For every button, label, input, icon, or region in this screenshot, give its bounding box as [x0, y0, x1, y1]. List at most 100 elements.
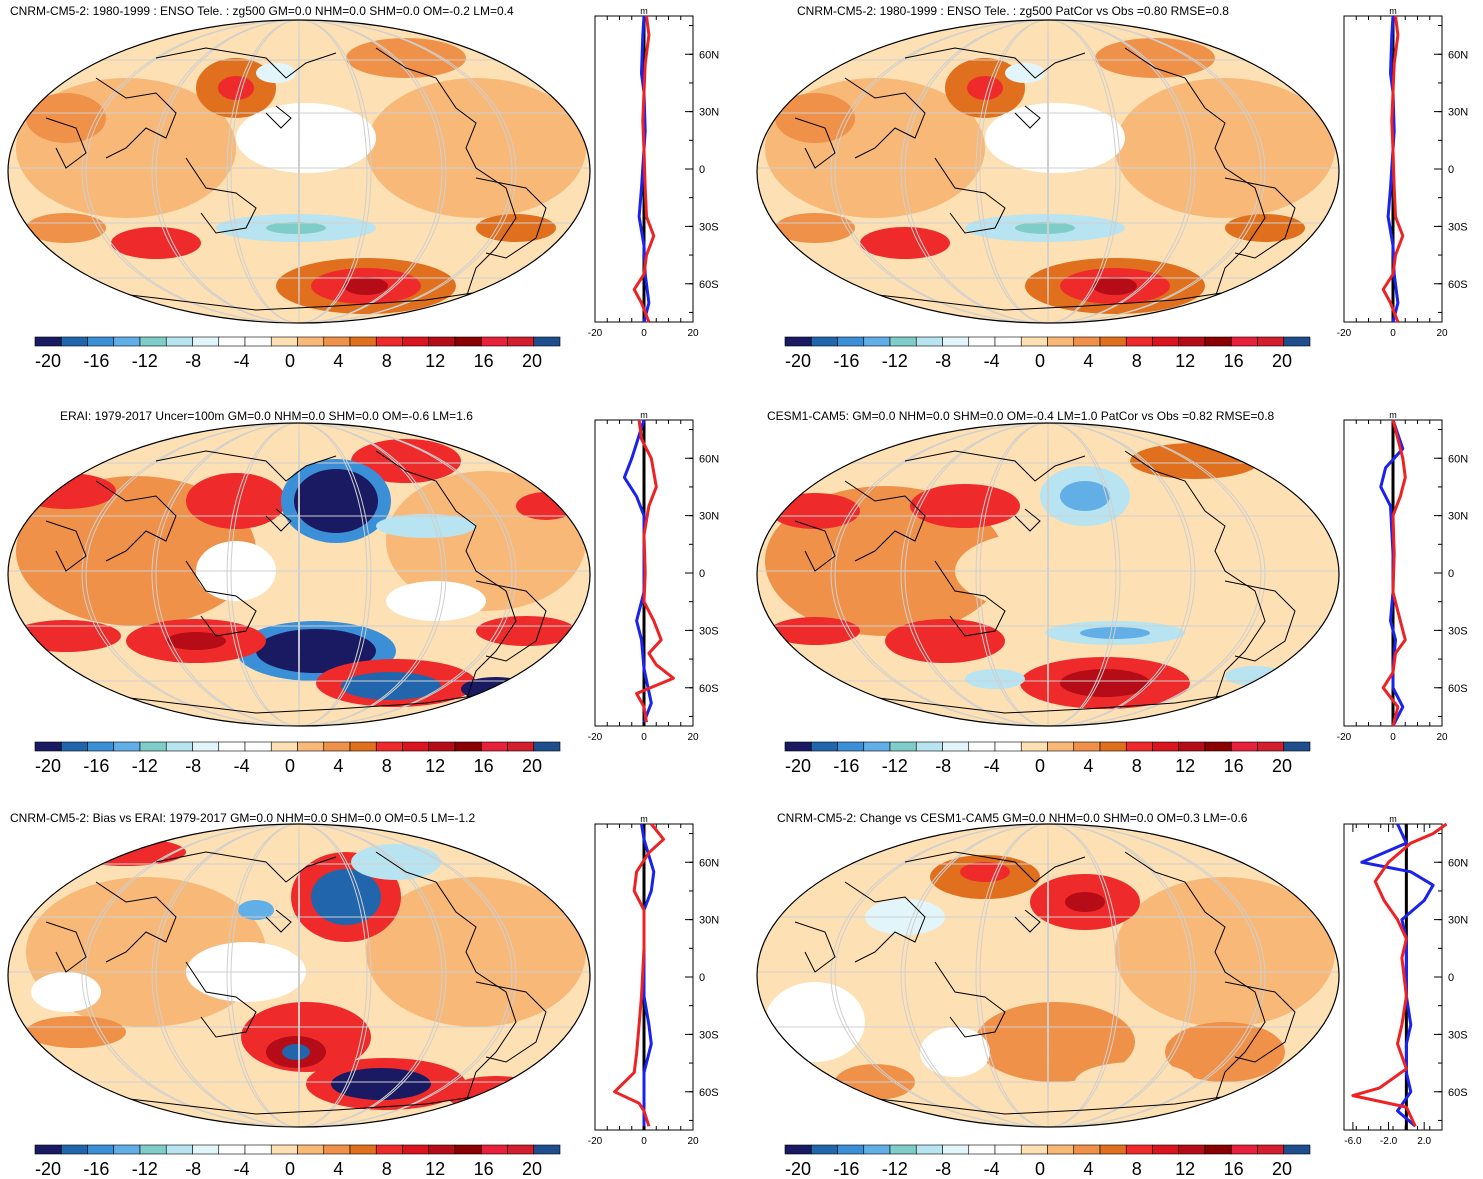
grid-meridian — [834, 20, 1262, 323]
colorbar-swatch — [218, 1144, 246, 1155]
coastline — [1124, 450, 1266, 702]
colorbar-swatch — [942, 1144, 970, 1155]
field-contour — [965, 669, 1025, 689]
grid-meridian — [1047, 423, 1049, 726]
colorbar-label: 12 — [425, 756, 445, 776]
colorbar-swatch — [218, 741, 246, 752]
colorbar-swatch — [968, 1144, 996, 1155]
field-contour — [975, 1002, 1135, 1082]
colorbar-swatch — [968, 741, 996, 752]
colorbar-label: -8 — [185, 756, 201, 776]
profile-x-tick-label: -20 — [1337, 732, 1352, 743]
map-outline — [756, 422, 1340, 727]
profile-2: m -20 0 20 60N 30N 0 30S 60S — [1337, 6, 1468, 339]
panel-title-2: CNRM-CM5-2: 1980-1999 : ENSO Tele. : zg5… — [797, 4, 1229, 18]
field-contour — [256, 629, 376, 673]
colorbar-swatch — [1073, 336, 1101, 347]
colorbar-label: 20 — [522, 351, 542, 371]
profile-lat-label: 30S — [699, 1029, 719, 1041]
grid-meridian — [151, 824, 447, 1127]
colorbar-3: -20 -16 -12 -8 -4 0 4 8 12 16 20 — [34, 741, 561, 776]
colorbar-label: -4 — [984, 1159, 1000, 1179]
profile-lat-label: 0 — [1448, 568, 1454, 580]
colorbar-swatch — [784, 336, 812, 347]
grid-meridian — [155, 824, 443, 1127]
coastline — [934, 961, 1006, 1038]
profile-series-red — [613, 823, 666, 1127]
colorbar-swatch — [297, 336, 325, 347]
colorbar-swatch — [454, 336, 482, 347]
profile-series-red — [1351, 822, 1448, 1127]
map-outline — [7, 823, 591, 1128]
profile-series-blue — [637, 15, 651, 323]
colorbar-swatch — [113, 741, 141, 752]
field-contour — [960, 862, 1010, 882]
coastline — [904, 851, 1086, 883]
colorbar-swatch — [34, 336, 62, 347]
colorbar-swatch — [994, 1144, 1022, 1155]
colorbar-swatch — [139, 1144, 167, 1155]
colorbar-label: 20 — [522, 756, 542, 776]
map-4 — [756, 422, 1340, 727]
colorbar-label: 8 — [382, 1159, 392, 1179]
grid-meridian — [834, 423, 1262, 726]
field-contour — [266, 222, 326, 234]
grid-meridian — [830, 423, 1266, 726]
profile-4: m -20 0 20 60N 30N 0 30S 60S — [1337, 410, 1468, 743]
colorbar-label: 8 — [382, 756, 392, 776]
profile-unit-label: m — [640, 410, 648, 420]
panel-title-5: CNRM-CM5-2: Bias vs ERAI: 1979-2017 GM=0… — [10, 811, 476, 825]
colorbar-swatch — [402, 741, 430, 752]
colorbar-label: 16 — [474, 351, 494, 371]
colorbar-swatch — [1047, 336, 1075, 347]
profile-series-red — [632, 15, 656, 323]
field-contour — [386, 581, 486, 621]
profile-x-tick-label: 20 — [687, 328, 699, 339]
grid-meridian — [298, 20, 300, 323]
colorbar-swatch — [942, 741, 970, 752]
colorbar-swatch — [1257, 741, 1285, 752]
field-contour — [351, 439, 461, 483]
colorbar-swatch — [297, 741, 325, 752]
colorbar-swatch — [270, 336, 298, 347]
profile-lat-label: 0 — [1448, 164, 1454, 176]
profile-x-tick-label: 0 — [641, 328, 647, 339]
profile-lat-label: 30N — [1448, 107, 1468, 119]
colorbar-swatch — [863, 1144, 891, 1155]
colorbar-swatch — [244, 741, 272, 752]
field-contour — [1115, 78, 1335, 218]
colorbar-swatch — [165, 741, 193, 752]
colorbar-swatch — [1283, 741, 1311, 752]
map-3 — [7, 422, 591, 727]
colorbar-swatch — [139, 741, 167, 752]
coastline — [45, 117, 87, 169]
colorbar-label: -16 — [833, 351, 859, 371]
profile-x-tick-label: 20 — [687, 732, 699, 743]
colorbar-swatch — [323, 1144, 351, 1155]
field-contour — [1065, 892, 1105, 912]
coastline — [185, 157, 257, 234]
colorbar-swatch — [810, 336, 838, 347]
grid-meridian — [900, 423, 1196, 726]
field-contour — [775, 93, 855, 143]
colorbar-swatch — [1204, 741, 1232, 752]
colorbar-label: -20 — [785, 351, 811, 371]
coastline — [844, 77, 926, 159]
colorbar-label: -16 — [833, 1159, 859, 1179]
coastline — [155, 450, 337, 482]
colorbar-swatch — [533, 1144, 561, 1155]
colorbar-label: 20 — [1272, 756, 1292, 776]
coastline — [65, 1091, 507, 1115]
colorbar-label: 0 — [285, 351, 295, 371]
colorbar-swatch — [428, 741, 456, 752]
colorbar-swatch — [323, 741, 351, 752]
profile-series-red — [635, 419, 675, 723]
colorbar-swatch — [1257, 336, 1285, 347]
colorbar-label: 16 — [474, 1159, 494, 1179]
profile-lat-label: 60N — [699, 49, 719, 61]
grid-meridian — [900, 824, 1196, 1127]
grid-meridian — [230, 824, 368, 1127]
profile-lat-label: 0 — [1448, 972, 1454, 984]
colorbar-label: 4 — [1083, 1159, 1093, 1179]
colorbar-label: -12 — [882, 756, 908, 776]
